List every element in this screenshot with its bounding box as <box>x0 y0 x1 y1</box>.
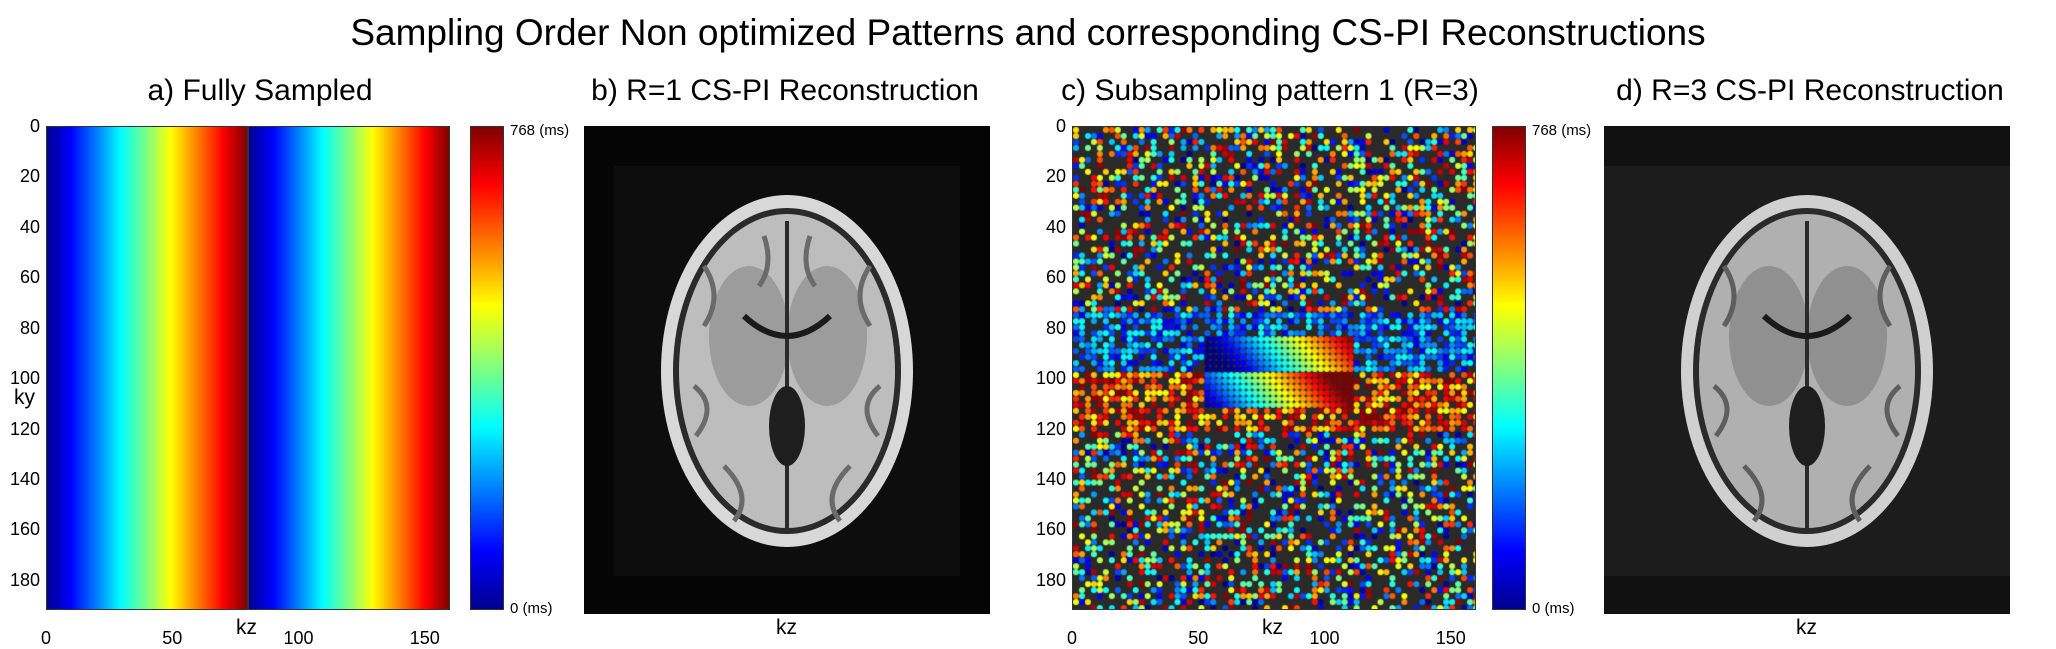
panel-a-title: a) Fully Sampled <box>147 74 373 107</box>
panel-c-xtick: 100 <box>1309 628 1340 648</box>
panel-a-ytick: 120 <box>9 418 40 439</box>
panel-c-ytick: 60 <box>1045 267 1066 288</box>
panel-b-brain-image <box>584 126 990 614</box>
panel-c-ytick: 140 <box>1035 468 1066 489</box>
panel-b-title: b) R=1 CS-PI Reconstruction <box>591 74 979 107</box>
panel-c-ytick: 40 <box>1045 216 1066 237</box>
panel-c-title: c) Subsampling pattern 1 (R=3) <box>1061 74 1479 107</box>
panel-a-ytick: 80 <box>19 317 40 338</box>
figure-title: Sampling Order Non optimized Patterns an… <box>350 12 1706 53</box>
panel-b-xlabel: kz <box>776 616 797 639</box>
panel-c-xtick: 0 <box>1066 628 1077 648</box>
panel-a-ytick: 100 <box>9 368 40 389</box>
brain-image-b <box>614 166 960 576</box>
panel-a-xtick: 0 <box>40 628 51 648</box>
panel-a-ytick: 140 <box>9 468 40 489</box>
colorbar-1-max-label: 768 (ms) <box>510 122 570 139</box>
panel-d-title: d) R=3 CS-PI Reconstruction <box>1616 74 2004 107</box>
panel-a-ytick: 0 <box>29 116 40 136</box>
colorbar-2 <box>1492 126 1526 610</box>
panel-c-xtick: 50 <box>1188 628 1209 648</box>
colorbar-2-max-label: 768 (ms) <box>1532 122 1592 139</box>
panel-a-heatmap <box>46 126 248 610</box>
panel-c-ytick: 180 <box>1035 569 1066 590</box>
panel-a-xtick: 50 <box>162 628 183 648</box>
panel-c-ytick: 120 <box>1035 418 1066 439</box>
panel-c-ytick: 160 <box>1035 519 1066 540</box>
panel-c-ytick: 0 <box>1055 116 1066 136</box>
panel-a-xtick: 100 <box>283 628 314 648</box>
colorbar-1-min-label: 0 (ms) <box>510 600 553 617</box>
panel-a-xlabel: kz <box>236 616 257 639</box>
panel-a-ytick: 60 <box>19 267 40 288</box>
panel-a-ytick: 20 <box>19 166 40 187</box>
panel-d-brain-image <box>1604 126 2010 614</box>
panel-c-ytick: 20 <box>1045 166 1066 187</box>
panel-a-ytick: 160 <box>9 519 40 540</box>
panel-a-ytick: 40 <box>19 216 40 237</box>
panel-a-ytick: 180 <box>9 569 40 590</box>
panel-c-heatmap <box>1072 126 1476 610</box>
brain-image-d <box>1604 166 2010 576</box>
panel-c-xtick: 150 <box>1435 628 1466 648</box>
panel-a-heatmap-right <box>248 126 450 610</box>
panel-d-xlabel: kz <box>1796 616 1817 639</box>
colorbar-2-min-label: 0 (ms) <box>1532 600 1575 617</box>
panel-c-ytick: 80 <box>1045 317 1066 338</box>
panel-a-xtick: 150 <box>409 628 440 648</box>
panel-c-xlabel: kz <box>1262 616 1283 639</box>
colorbar-1 <box>470 126 504 610</box>
panel-a-ylabel: ky <box>14 386 35 409</box>
panel-c-ytick: 100 <box>1035 368 1066 389</box>
